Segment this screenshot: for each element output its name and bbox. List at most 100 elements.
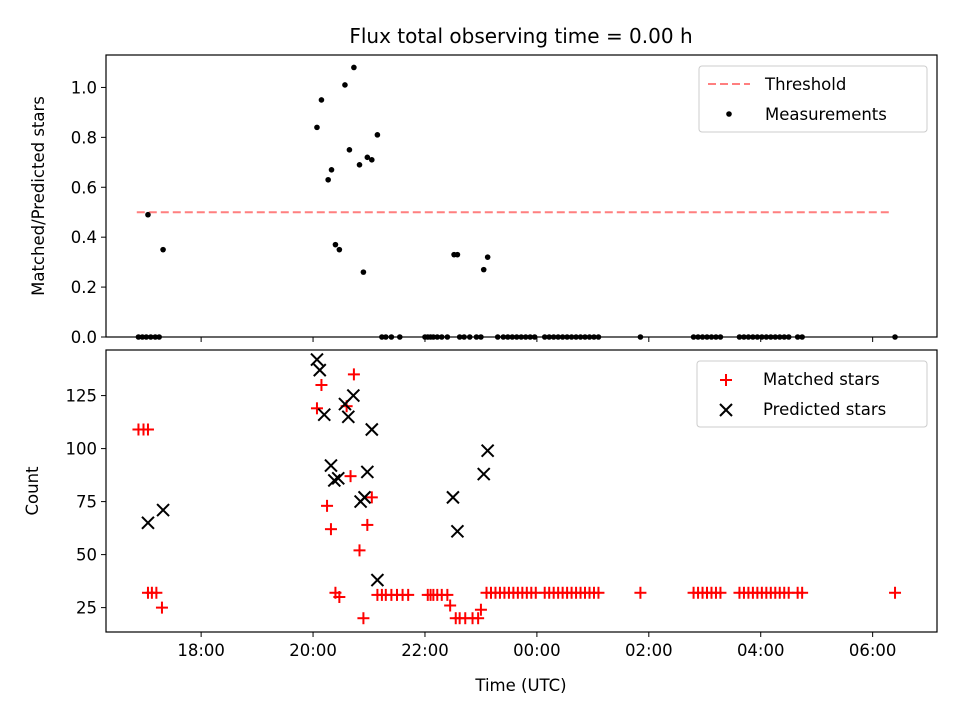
predicted-star-point (450, 524, 465, 538)
predicted-star-point (477, 467, 491, 481)
bottom-x-tick-label: 18:00 (177, 641, 225, 660)
bottom-y-tick-label: 100 (66, 440, 98, 459)
matched-star-point (441, 588, 454, 601)
matched-star-point (347, 368, 360, 381)
measurement-point (356, 162, 363, 168)
matched-star-point (155, 601, 168, 614)
matched-star-point (315, 378, 328, 391)
matched-star-point (324, 523, 337, 536)
matched-star-point (365, 491, 378, 504)
measurement-point (360, 269, 367, 275)
top-y-tick-label: 0.8 (71, 128, 97, 147)
threshold-legend-label: Threshold (764, 75, 846, 94)
top-y-tick-label: 0.6 (71, 178, 97, 197)
measurement-point (342, 82, 348, 88)
predicted-star-point (370, 573, 385, 587)
matched-star-point (714, 586, 727, 599)
bottom-legend-box (696, 360, 928, 428)
bottom-x-tick-label: 20:00 (289, 641, 337, 660)
measurement-point (328, 166, 335, 173)
predicted-legend-swatch (719, 403, 733, 417)
predicted-star-point (357, 490, 372, 505)
measurements-legend-swatch (726, 111, 732, 117)
matched-star-point (333, 591, 346, 604)
predicted-star-point (156, 503, 170, 517)
top-axes-frame (105, 54, 938, 338)
matched-star-point (353, 544, 366, 557)
top-legend-box (698, 65, 928, 133)
bottom-y-tick-label: 75 (76, 493, 97, 512)
measurement-point (454, 251, 461, 258)
bottom-x-ticks: 18:00 20:00 22:00 00:00 02:00 04:00 06:00 (177, 632, 896, 660)
matched-legend-label: Matched stars (763, 370, 880, 389)
matched-star-point (361, 518, 374, 531)
top-y-tick-label: 0.0 (71, 328, 97, 347)
measurement-point (480, 266, 487, 273)
predicted-star-point (365, 422, 379, 437)
measurement-point (332, 241, 339, 248)
top-panel: 0.0 0.2 0.4 0.6 0.8 1.0 Matched/Predicted sta… (29, 54, 938, 347)
predicted-star-point (310, 352, 324, 367)
bottom-y-tick-label: 125 (66, 387, 98, 406)
matched-star-point (344, 470, 357, 483)
bottom-panel: 25 50 75 100 125 18:00 20:00 22:00 00:00 02:00 04… (23, 349, 938, 695)
matched-star-point (474, 603, 487, 616)
measurement-point (364, 154, 371, 161)
measurement-point (325, 176, 331, 183)
top-y-tick-label: 1.0 (71, 78, 97, 97)
matched-star-point (796, 586, 809, 599)
matched-star-point (310, 402, 323, 415)
top-y-tick-label: 0.4 (71, 228, 97, 247)
matched-star-point (472, 612, 485, 625)
measurement-point (145, 211, 151, 218)
predicted-star-point (360, 465, 375, 479)
measurement-point (336, 246, 343, 253)
measurement-point (160, 246, 166, 253)
matched-star-point (141, 423, 154, 436)
bottom-axes-frame (105, 349, 938, 633)
predicted-star-point (317, 407, 331, 422)
predicted-star-point (324, 458, 338, 473)
matched-star-point (634, 586, 647, 599)
bottom-y-axis-label: Count (23, 466, 42, 516)
predicted-star-point (327, 473, 342, 488)
bottom-y-tick-label: 25 (76, 599, 97, 618)
bottom-legend: Matched stars Predicted stars (696, 360, 928, 428)
bottom-x-tick-label: 06:00 (849, 641, 897, 660)
bottom-y-ticks: 25 50 75 100 125 (66, 387, 106, 618)
x-axis-label: Time (UTC) (474, 676, 566, 695)
matched-star-point (357, 612, 370, 625)
measurements-legend-label: Measurements (765, 105, 887, 124)
measurement-point (346, 147, 353, 153)
matched-star-point (402, 588, 415, 601)
measurement-point (318, 97, 325, 103)
bottom-x-tick-label: 00:00 (513, 641, 561, 660)
bottom-x-tick-label: 04:00 (737, 641, 785, 660)
matched-star-point (592, 586, 605, 599)
measurement-point (374, 132, 381, 138)
predicted-star-point (331, 471, 345, 485)
top-y-tick-label: 0.2 (71, 278, 97, 297)
chart-title: Flux total observing time = 0.00 h (349, 24, 692, 48)
predicted-legend-label: Predicted stars (763, 400, 886, 419)
predicted-star-point (480, 444, 495, 458)
matched-star-point (150, 586, 163, 599)
matched-star-point (889, 586, 902, 599)
predicted-star-point (346, 388, 361, 403)
measurement-point (369, 157, 375, 163)
bottom-x-tick-label: 22:00 (401, 641, 449, 660)
bottom-plot-area (132, 352, 902, 625)
predicted-star-point (446, 490, 460, 505)
top-y-ticks: 0.0 0.2 0.4 0.6 0.8 1.0 (71, 78, 106, 347)
predicted-star-point (341, 410, 356, 424)
bottom-y-tick-label: 50 (76, 546, 97, 565)
matched-star-point (444, 599, 457, 612)
top-legend: Threshold Measurements (698, 65, 928, 133)
predicted-star-point (313, 363, 327, 377)
top-y-axis-label: Matched/Predicted stars (29, 96, 48, 296)
predicted-star-point (141, 516, 155, 530)
measurement-point (351, 64, 357, 71)
top-x-ticks (200, 337, 874, 342)
measurement-point (484, 254, 491, 260)
